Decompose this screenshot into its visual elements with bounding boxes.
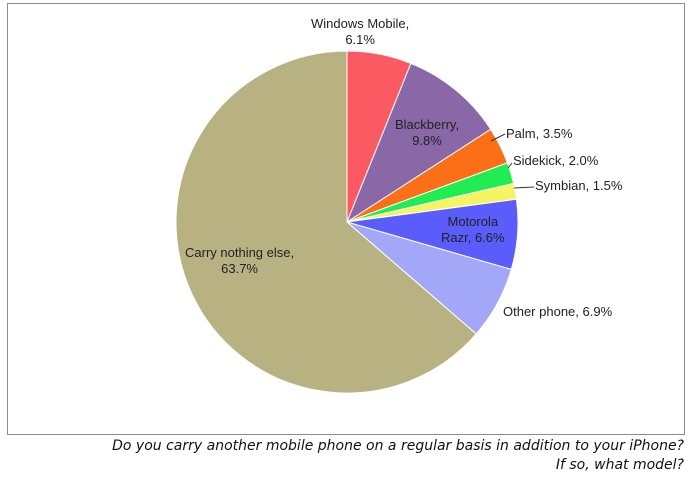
label-blackberry-line2: 9.8% (412, 133, 442, 148)
caption-line2: If so, what model? (555, 457, 684, 473)
label-carry-nothing-else-line2: 63.7% (221, 261, 258, 276)
label-windows-mobile-line2: 6.1% (345, 32, 375, 47)
label-blackberry: Blackberry, 9.8% (395, 117, 459, 149)
label-windows-mobile-line1: Windows Mobile, (311, 16, 410, 31)
leader-line-palm (490, 133, 506, 142)
label-palm-line1: Palm, 3.5% (506, 126, 573, 141)
label-motorola-razr-line1: Motorola (447, 214, 499, 229)
label-symbian-line1: Symbian, 1.5% (535, 178, 623, 193)
leader-line-symbian (513, 186, 535, 189)
label-other-phone-line1: Other phone, 6.9% (503, 304, 613, 319)
chart-frame: Windows Mobile, 6.1% Blackberry, 9.8% Pa… (7, 3, 685, 435)
label-sidekick: Sidekick, 2.0% (513, 153, 598, 169)
label-blackberry-line1: Blackberry, (395, 117, 460, 132)
label-motorola-razr-line2: Razr, 6.6% (441, 230, 505, 245)
leader-line-sidekick (507, 162, 513, 169)
label-windows-mobile: Windows Mobile, 6.1% (311, 16, 409, 48)
label-sidekick-line1: Sidekick, 2.0% (513, 153, 599, 168)
label-other-phone: Other phone, 6.9% (503, 304, 612, 320)
label-carry-nothing-else-line1: Carry nothing else, (185, 245, 295, 260)
pie-slice-carry-nothing-else (175, 50, 477, 394)
label-symbian: Symbian, 1.5% (535, 178, 622, 194)
caption-line1: Do you carry another mobile phone on a r… (112, 438, 684, 454)
label-palm: Palm, 3.5% (506, 126, 572, 142)
label-motorola-razr: Motorola Razr, 6.6% (441, 214, 505, 246)
pie-slice-blackberry (345, 62, 492, 224)
pie-chart (175, 50, 535, 394)
label-carry-nothing-else: Carry nothing else, 63.7% (185, 245, 294, 277)
chart-caption: Do you carry another mobile phone on a r… (112, 437, 684, 475)
